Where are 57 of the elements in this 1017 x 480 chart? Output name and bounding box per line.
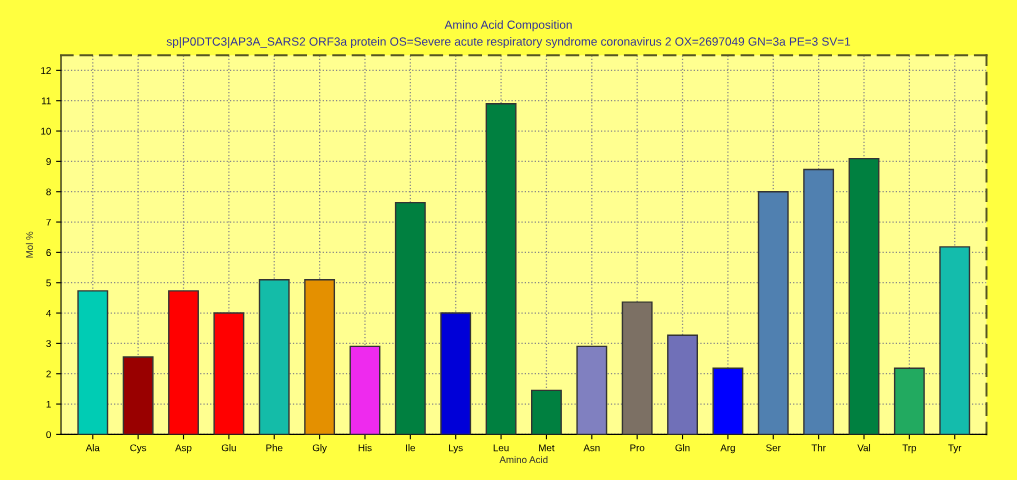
y-tick-label: 6: [46, 249, 51, 256]
bar: [893, 367, 925, 435]
x-tick-label: Met: [539, 444, 555, 452]
bar: [939, 246, 971, 435]
bar: [621, 301, 653, 435]
bar: [712, 367, 744, 435]
y-tick-label: 5: [46, 279, 51, 287]
x-tick-label: Val: [857, 444, 871, 452]
bar: [667, 334, 698, 435]
x-tick-label: Leu: [493, 444, 509, 452]
bar: [848, 157, 880, 435]
bar: [530, 389, 562, 435]
bar: [122, 356, 154, 435]
y-tick-label: 2: [46, 370, 51, 378]
x-tick-label: Gln: [675, 444, 690, 452]
bar: [304, 278, 336, 435]
bar: [349, 345, 381, 435]
bar: [803, 168, 835, 435]
bar: [485, 103, 517, 435]
bar: [77, 290, 109, 435]
bar: [258, 278, 290, 435]
x-tick-label: Tyr: [948, 444, 962, 454]
x-tick-label: Thr: [811, 444, 826, 452]
chart-title: Amino Acid Composition: [444, 20, 572, 32]
x-tick-label: Lys: [449, 444, 463, 454]
y-tick-label: 0: [46, 431, 51, 439]
y-tick-label: 11: [41, 97, 51, 105]
x-tick-label: Asn: [583, 444, 600, 452]
y-tick-label: 7: [46, 218, 51, 226]
y-tick-label: 12: [41, 67, 51, 74]
y-tick-label: 9: [46, 158, 51, 165]
y-axis-title: Mol %: [25, 231, 34, 258]
bar: [168, 290, 199, 435]
bar: [213, 312, 245, 435]
bar: [757, 191, 789, 435]
y-tick-label: 8: [46, 188, 51, 196]
y-tick-label: 10: [41, 127, 51, 135]
x-tick-label: Phe: [266, 444, 283, 452]
x-axis-title: Amino Acid: [499, 455, 548, 464]
x-tick-label: Cys: [130, 444, 147, 454]
x-tick-label: Ser: [766, 444, 781, 452]
x-tick-label: Asp: [175, 444, 192, 454]
y-tick-label: 3: [46, 340, 51, 348]
chart-subtitle: sp|P0DTC3|AP3A_SARS2 ORF3a protein OS=Severe acute respiratory syndrome coronavirus 2 OX=2697049 GN=3a PE=3 SV=1: [166, 37, 851, 49]
bar: [576, 345, 608, 435]
bar: [440, 312, 472, 435]
x-tick-label: Ile: [406, 444, 416, 452]
x-tick-label: Trp: [902, 444, 917, 454]
y-tick-label: 1: [46, 400, 51, 408]
x-tick-label: Arg: [720, 444, 735, 454]
x-tick-label: Pro: [630, 444, 645, 452]
x-tick-label: Ala: [85, 444, 100, 452]
y-tick-label: 4: [46, 309, 52, 317]
x-tick-label: His: [358, 444, 372, 452]
x-tick-label: Glu: [221, 444, 236, 452]
x-tick-label: Gly: [312, 444, 327, 454]
bar: [394, 201, 426, 435]
